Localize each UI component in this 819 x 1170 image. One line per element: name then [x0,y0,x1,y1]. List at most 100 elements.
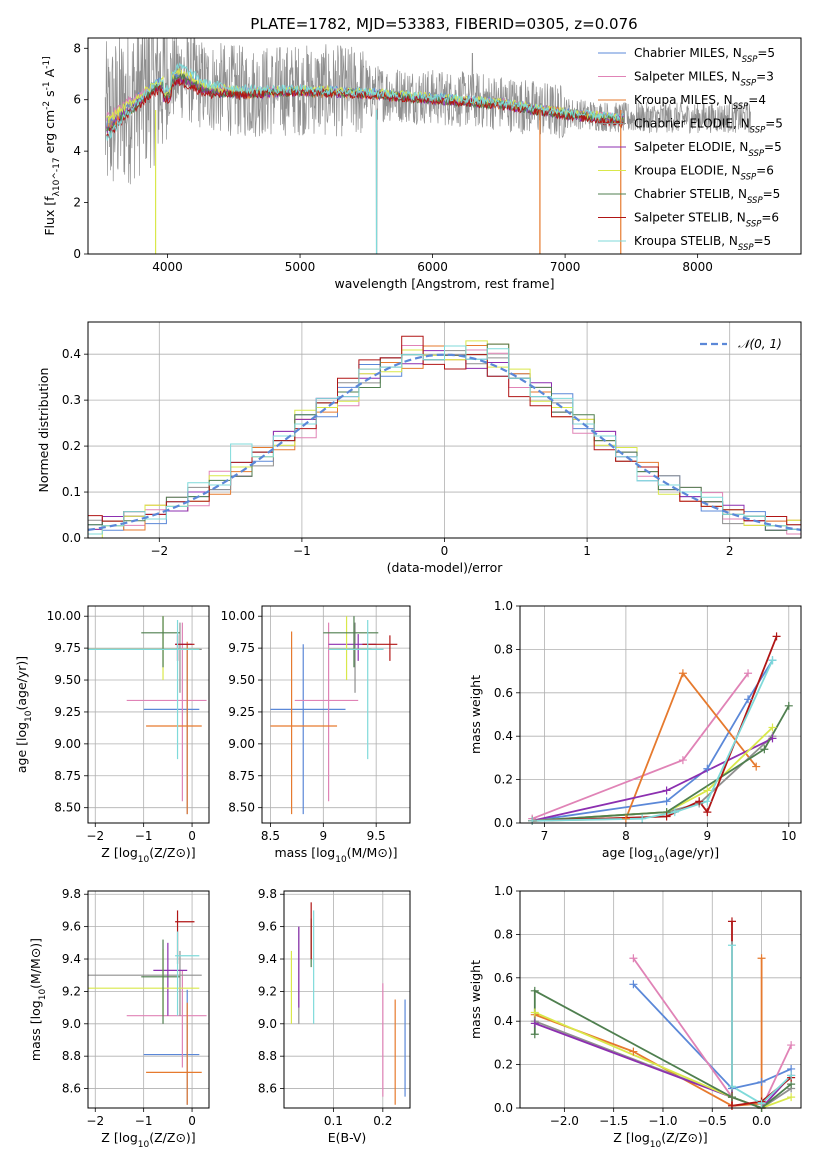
weight-line [532,705,790,822]
spectrum-data [104,38,751,254]
x-tick-label: 0 [188,1114,196,1128]
weight-point [727,1101,736,1110]
weight-point [621,814,630,823]
x-tick-label: 0 [188,829,196,843]
y-tick-label: 0 [73,247,81,261]
y-tick-label: 0.2 [62,439,81,453]
axes-frame [87,37,802,255]
y-tick-label: 9.4 [62,952,81,966]
y-tick-label: 9.50 [54,673,81,687]
y-axis-label: mass [log10(M/M⊙)] [28,938,48,1061]
y-tick-label: 9.25 [54,705,81,719]
weight-point [530,1008,539,1017]
x-tick-label: 8.5 [261,829,280,843]
weight-point [744,669,753,678]
y-tick-label: 9.2 [258,984,277,998]
x-tick-label: 8 [622,829,630,843]
legend-label: Salpeter ELODIE, NSSP=5 [634,140,782,159]
y-tick-label: 8.6 [62,1082,81,1096]
y-tick-label: 8.50 [228,801,255,815]
axes-frame [283,890,411,1109]
y-tick-label: 1.0 [494,599,513,613]
x-tick-label: 4000 [152,260,183,274]
weight-point [638,814,647,823]
weight-point [629,1047,638,1056]
age-vs-mass-panel: 8.5 9 9.5 8.50 8.75 9.00 9.25 9.50 9.75 10.00 mass… [221,605,411,865]
y-tick-label: 2 [73,196,81,210]
y-axis-label: age [log10(age/yr)] [14,656,34,773]
y-tick-label: 0.6 [494,971,513,985]
y-tick-label: 9.2 [62,984,81,998]
x-tick-label: 2 [726,544,734,558]
weight-point [629,980,638,989]
legend-label: Salpeter MILES, NSSP=3 [634,70,774,89]
legend-label: Chabrier ELODIE, NSSP=5 [634,117,783,136]
plot-area [284,891,410,1108]
weight-point [784,701,793,710]
y-tick-label: 0.3 [62,393,81,407]
y-tick-label: 9.8 [258,887,277,901]
axes-frame [87,890,210,1109]
weight-point [744,695,753,704]
y-tick-label: 10.00 [47,609,81,623]
y-tick-label: 9.00 [54,737,81,751]
weight-point [662,786,671,795]
y-tick-label: 8 [73,41,81,55]
weight-line [731,945,792,1105]
weight-point [703,797,712,806]
y-tick-label: 9.6 [62,920,81,934]
weight-point [727,1082,736,1091]
y-tick-label: 6 [73,93,81,107]
weight-point [752,762,761,771]
plot-area [88,891,209,1108]
axes-frame [519,605,802,824]
x-tick-label: 5000 [285,260,316,274]
x-tick-label: −1.5 [599,1114,628,1128]
axes-frame [87,605,210,824]
y-tick-label: 8.8 [258,1049,277,1063]
y-tick-label: 9.50 [228,673,255,687]
legend-label: Chabrier MILES, NSSP=5 [634,46,775,65]
legend-label: 𝒩(0, 1) [738,337,782,351]
weight-point [757,954,766,963]
y-tick-label: 9.0 [258,1017,277,1031]
legend-label: Salpeter STELIB, NSSP=6 [634,211,779,230]
x-axis-label: age [log10(age/yr)] [602,845,719,865]
plot-area [88,606,209,823]
legend-label: Chabrier STELIB, NSSP=5 [634,187,780,206]
y-tick-label: 8.8 [62,1049,81,1063]
normal-curve [88,353,801,531]
weight-point [727,1093,736,1102]
weight-point [768,656,777,665]
x-tick-label: 6000 [417,260,448,274]
y-tick-label: 9.00 [228,737,255,751]
x-tick-label: −1.0 [648,1114,677,1128]
y-tick-label: 0.2 [494,1058,513,1072]
x-tick-label: 9 [319,829,327,843]
legend-label: Kroupa STELIB, NSSP=5 [634,234,771,253]
weight-point [787,1093,796,1102]
weight-point [727,941,736,950]
mass-vs-ebv-panel: 0.1 0.2 8.6 8.8 9.0 9.2 9.4 9.6 9.8 E(B-V) [258,887,411,1145]
mass-vs-Z-panel: −2 −1 0 8.6 8.8 9.0 9.2 9.4 9.6 9.8 Z [log10(Z/Z⊙)… [28,887,210,1150]
weight-point [757,1077,766,1086]
axes-frame [519,890,802,1109]
y-tick-label: 10.00 [221,609,255,623]
y-tick-label: 9.75 [54,641,81,655]
weight-point [678,669,687,678]
y-tick-label: 9.75 [228,641,255,655]
y-tick-label: 0.8 [494,642,513,656]
x-tick-label: 0.0 [752,1114,771,1128]
legend-label: Kroupa ELODIE, NSSP=6 [634,164,774,183]
legend-label: Kroupa MILES, NSSP=4 [634,93,766,112]
y-tick-label: 0.0 [62,531,81,545]
y-tick-label: 0.0 [494,1101,513,1115]
y-tick-label: 9.6 [258,920,277,934]
y-tick-label: 0.4 [62,347,81,361]
x-axis-label: Z [log10(Z/Z⊙)] [613,1130,707,1150]
weight-point [760,745,769,754]
plot-area [104,38,751,254]
residual-panel: −2 −1 0 1 2 0.0 0.1 0.2 0.3 0.4 (data-model)/error… [36,321,802,575]
x-axis-label: E(B-V) [328,1130,367,1145]
